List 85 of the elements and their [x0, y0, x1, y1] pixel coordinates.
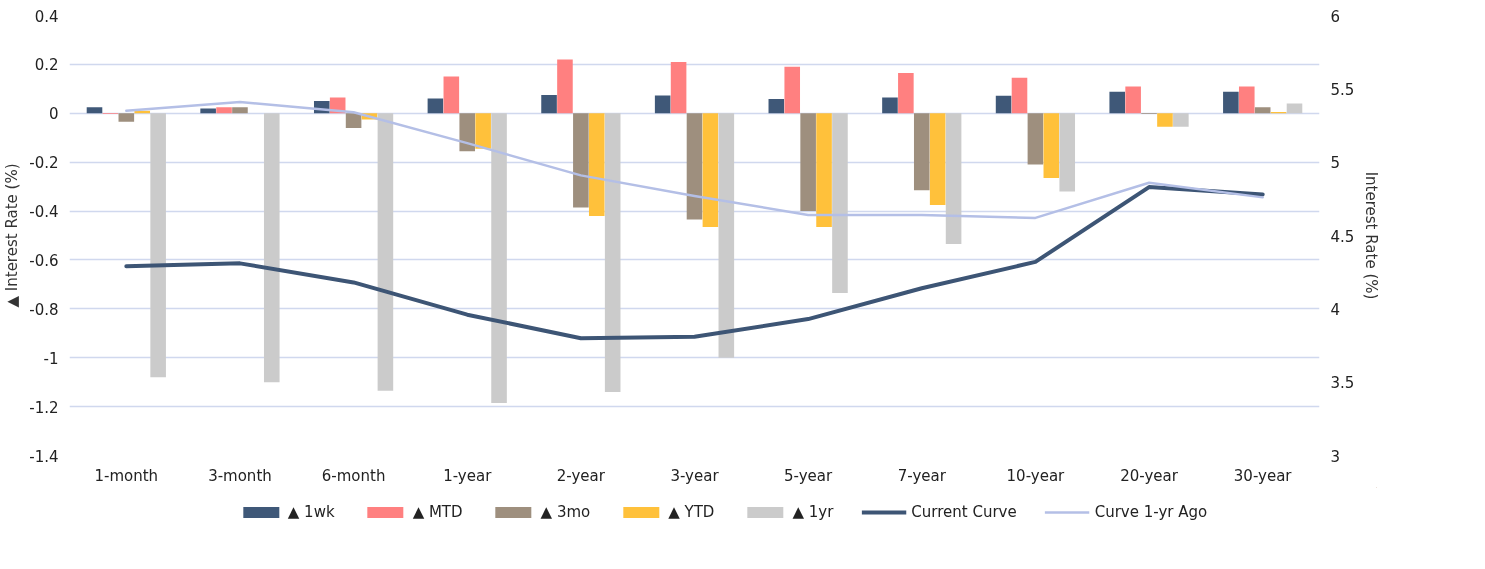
x-tick-label: 30-year: [1233, 466, 1293, 485]
y2-tick-label: 5.5: [1330, 80, 1355, 99]
bar: [573, 113, 589, 208]
bar: [1157, 113, 1173, 127]
bar: [588, 113, 605, 216]
bar: [377, 113, 394, 391]
bar: [1125, 86, 1141, 114]
y2-axis-title: Interest Rate (%): [1362, 171, 1381, 300]
legend-label: Curve 1-yr Ago: [1094, 503, 1208, 521]
bar: [345, 113, 362, 128]
bar: [832, 113, 848, 293]
y-tick-label: 0.4: [34, 7, 59, 26]
bar: [995, 95, 1012, 114]
y-tick-label: -1.4: [29, 447, 59, 466]
x-tick-label: 1-month: [94, 466, 159, 485]
x-tick-label: 3-month: [208, 466, 272, 485]
legend-label: ▲ 1wk: [287, 503, 335, 521]
bar: [913, 113, 930, 191]
bar: [718, 113, 735, 358]
legend-label: ▲ YTD: [668, 503, 715, 521]
y-tick-label: 0: [48, 105, 59, 124]
bar: [475, 113, 491, 149]
legend-label: Current Curve: [911, 503, 1017, 521]
bar: [150, 113, 166, 378]
y-axis-title: ▲ Interest Rate (%): [3, 163, 22, 308]
x-tick-label: 1-year: [443, 466, 493, 485]
x-tick-label: 5-year: [784, 466, 834, 485]
bar: [1254, 107, 1271, 114]
x-tick-label: 7-year: [897, 466, 947, 485]
bar: [557, 59, 573, 114]
bar: [768, 99, 785, 114]
bar: [1238, 86, 1255, 114]
line-series: [124, 185, 1265, 341]
bar: [443, 76, 460, 114]
bar: [200, 108, 216, 114]
y-tick-label: -0.4: [29, 203, 59, 222]
x-tick-label: 10-year: [1006, 466, 1066, 485]
bar: [816, 113, 832, 227]
y-tick-label: -1: [43, 349, 59, 368]
y2-tick-label: 6: [1330, 7, 1341, 26]
bar: [784, 66, 801, 114]
bar: [1059, 113, 1076, 192]
bar: [1173, 113, 1189, 127]
y2-tick-label: 4.5: [1330, 227, 1355, 246]
x-tick-label: 2-year: [556, 466, 606, 485]
bar: [898, 72, 914, 114]
legend-label: ▲ 1yr: [792, 503, 834, 521]
bar: [1109, 91, 1126, 114]
y2-tick-label: 4: [1330, 300, 1341, 319]
bar: [1027, 113, 1044, 165]
bar: [541, 94, 557, 114]
bar: [86, 107, 103, 114]
y-tick-label: 0.2: [34, 56, 59, 75]
bar: [686, 113, 703, 220]
y2-tick-label: 5: [1330, 154, 1341, 173]
bar: [882, 97, 898, 114]
bar: [491, 113, 507, 403]
legend-label: ▲ 3mo: [540, 503, 591, 521]
y2-tick-label: 3.5: [1330, 374, 1355, 393]
bar: [604, 113, 621, 392]
bar: [654, 95, 671, 114]
bar: [1011, 77, 1028, 114]
legend-label: ▲ MTD: [412, 503, 463, 521]
line-series: [125, 100, 1264, 220]
bar: [670, 61, 687, 114]
y-tick-label: -0.6: [29, 251, 59, 270]
y-tick-label: -1.2: [29, 398, 59, 417]
bar: [929, 113, 946, 205]
bar: [232, 107, 248, 114]
bar: [702, 113, 719, 227]
bar: [216, 107, 232, 114]
bar: [945, 113, 962, 245]
x-tick-label: 3-year: [670, 466, 720, 485]
bar: [1043, 113, 1060, 179]
bar: [427, 98, 444, 114]
y-tick-label: -0.8: [29, 300, 59, 319]
bar: [1223, 91, 1239, 114]
y-tick-label: -0.2: [29, 154, 59, 173]
x-tick-label: 20-year: [1120, 466, 1179, 485]
bar: [459, 113, 476, 152]
bar: [800, 113, 816, 212]
bar: [263, 113, 280, 383]
bar: [118, 113, 135, 122]
x-tick-label: 6-month: [321, 466, 386, 485]
y2-tick-label: 3: [1330, 447, 1341, 466]
